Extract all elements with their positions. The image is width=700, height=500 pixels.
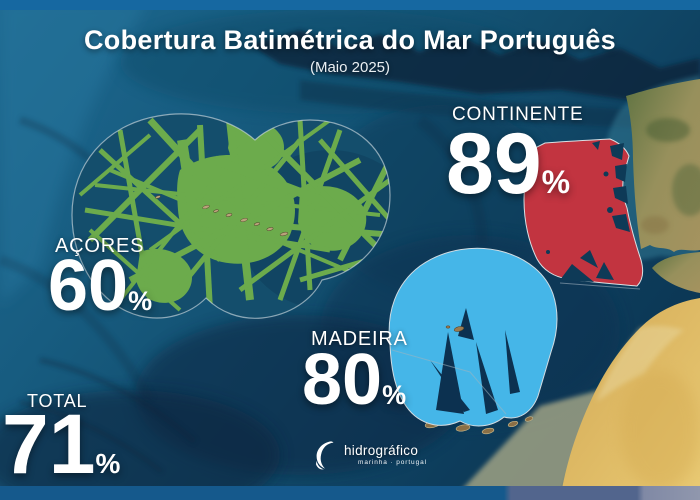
continente-percent-number: 89 — [446, 116, 542, 212]
continente-unsurveyed-gaps — [546, 141, 630, 282]
logo-name: hidrográfico — [344, 443, 419, 458]
total-percent-sign: % — [95, 448, 121, 479]
continente-percent-sign: % — [541, 164, 571, 200]
land-iberia — [599, 75, 700, 293]
logo-tagline: marinha · portugal — [358, 458, 427, 466]
acores-value: 60% — [48, 250, 152, 322]
acores-percent-sign: % — [128, 286, 153, 316]
bottom-accent-bar — [0, 486, 700, 500]
page-title: Cobertura Batimétrica do Mar Português — [84, 25, 616, 55]
acores-percent-number: 60 — [48, 246, 129, 326]
madeira-value: 80% — [302, 344, 406, 416]
acores-label: AÇORES — [55, 235, 145, 257]
land-africa — [452, 298, 700, 500]
total-value: 71% — [2, 402, 120, 486]
region-acores — [71, 113, 391, 319]
page-subtitle: (Maio 2025) — [309, 59, 391, 76]
madeira-percent-sign: % — [382, 380, 407, 410]
madeira-unsurveyed-gaps — [430, 308, 520, 414]
wave-crescent-icon — [315, 441, 334, 470]
continente-value: 89% — [446, 121, 570, 207]
total-percent-number: 71 — [2, 397, 96, 491]
region-continente — [523, 138, 644, 290]
islands-azores — [155, 195, 289, 237]
total-label: TOTAL — [27, 391, 88, 411]
top-accent-bar — [0, 0, 700, 10]
continente-label: CONTINENTE — [452, 104, 584, 125]
region-madeira — [388, 247, 558, 427]
island-madeira — [445, 325, 465, 332]
madeira-label: MADEIRA — [311, 328, 408, 350]
hidrografico-logo: hidrográfico marinha · portugal — [314, 439, 427, 471]
madeira-percent-number: 80 — [302, 340, 383, 420]
